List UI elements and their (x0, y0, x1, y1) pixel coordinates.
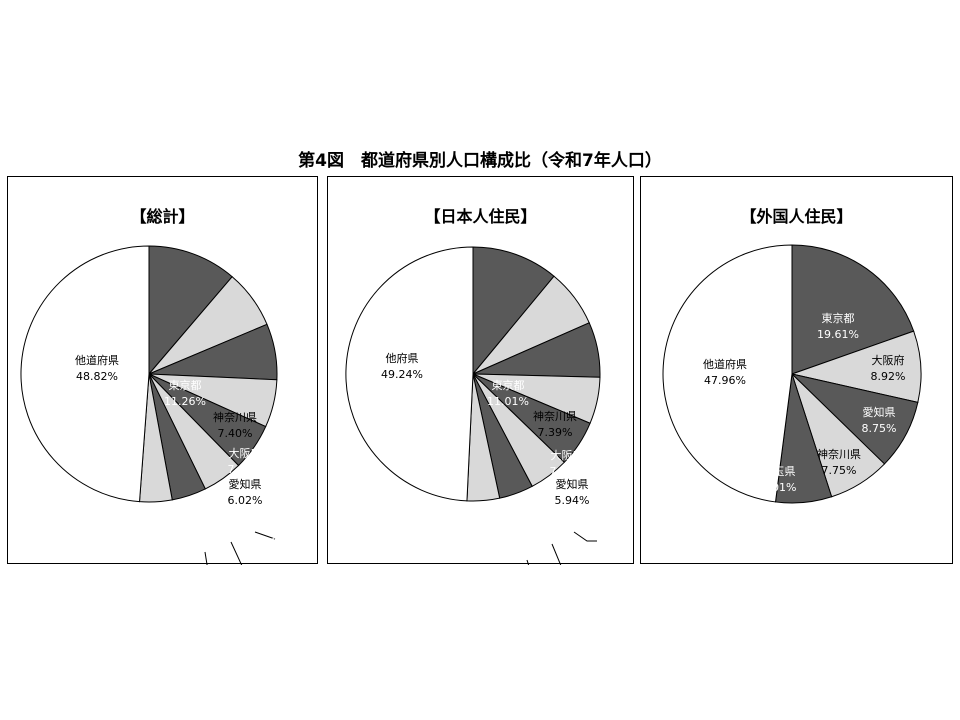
pie-slice (345, 246, 474, 502)
pie-chart-total: 東京都 11.26% 神奈川県 7.40% 大阪府 7.06%愛知県 6.02% 埼玉県 5.9… (20, 245, 306, 565)
slice-label: 東京都 (169, 378, 202, 392)
slice-label: 神奈川県 (213, 410, 257, 424)
slice-value-label: 8.92% (871, 370, 906, 383)
slice-label: 東京都 (492, 378, 525, 392)
slice-value-label: 49.24% (381, 368, 423, 381)
slice-label: 埼玉県 (272, 529, 305, 543)
pie-slice (20, 245, 150, 503)
chart-title: 【日本人住民】 (424, 207, 537, 226)
slice-value-label: 19.61% (817, 328, 859, 341)
slice-label: 大阪府 (551, 448, 584, 462)
slice-label: 愛知県 (863, 405, 896, 419)
pie-slice (662, 244, 793, 503)
slice-label: 埼玉県 (763, 464, 796, 478)
pie-panel-total: 【総計】 東京都 11.26% 神奈川県 7.40% 大阪府 7.06% 愛知県 6.02% 埼… (7, 176, 318, 565)
pie-slice (472, 246, 555, 376)
slice-label: 大阪府 (872, 353, 905, 367)
leader-line (230, 541, 243, 565)
slice-label: 他府県 (386, 351, 419, 365)
slice-value-label: 47.96% (704, 374, 746, 387)
slice-value-label: 11.01% (487, 395, 529, 408)
slice-value-label: 7.01% (762, 481, 797, 494)
slice-label: 愛知県 (229, 477, 262, 491)
slice-label: 埼玉県 (591, 527, 624, 541)
slice-label: 他道府県 (75, 353, 119, 367)
chart-title: 【総計】 (130, 207, 195, 226)
leader-line (204, 551, 208, 565)
leader-line (573, 531, 597, 542)
slice-value-label: 5.93% (271, 546, 306, 559)
slice-label: 他道府県 (703, 357, 747, 371)
pie-chart-foreign: 東京都 19.61% 大阪府 8.92% 愛知県 8.75%神奈川県 7.75% 埼玉県 7.0… (662, 244, 922, 504)
slice-label: 愛知県 (556, 477, 589, 491)
slice-value-label: 7.00% (550, 465, 585, 478)
chart-title: 【外国人住民】 (740, 207, 853, 226)
page-title: 第4図 都道府県別人口構成比（令和7年人口） (298, 151, 662, 171)
leader-line (551, 543, 562, 565)
pie-panel-foreign: 【外国人住民】 東京都 19.61% 大阪府 8.92% 愛知県 8.75% 神奈川県 7.7… (640, 176, 953, 564)
slice-value-label: 7.75% (822, 464, 857, 477)
slice-value-label: 5.94% (555, 494, 590, 507)
slice-label: 神奈川県 (533, 409, 577, 423)
slice-value-label: 11.26% (164, 395, 206, 408)
pie-slice (148, 245, 233, 376)
pie-chart-japanese: 東京都 11.01% 神奈川県 7.39% 大阪府 7.00%愛知県 5.94% 埼玉県 5.9… (345, 246, 625, 565)
slice-value-label: 48.82% (76, 370, 118, 383)
slice-label: 神奈川県 (817, 447, 861, 461)
pie-panel-japanese: 【日本人住民】 東京都 11.01% 神奈川県 7.39% 大阪府 7.00% 愛知県 5.9… (327, 176, 634, 565)
leader-line (254, 531, 276, 540)
slice-value-label: 5.90% (590, 544, 625, 557)
slice-value-label: 8.75% (862, 422, 897, 435)
slice-value-label: 7.06% (228, 463, 263, 476)
slice-label: 東京都 (822, 311, 855, 325)
slice-value-label: 7.39% (538, 426, 573, 439)
slice-value-label: 6.02% (228, 494, 263, 507)
slice-label: 大阪府 (229, 446, 262, 460)
slice-value-label: 7.40% (218, 427, 253, 440)
leader-line (526, 559, 530, 565)
